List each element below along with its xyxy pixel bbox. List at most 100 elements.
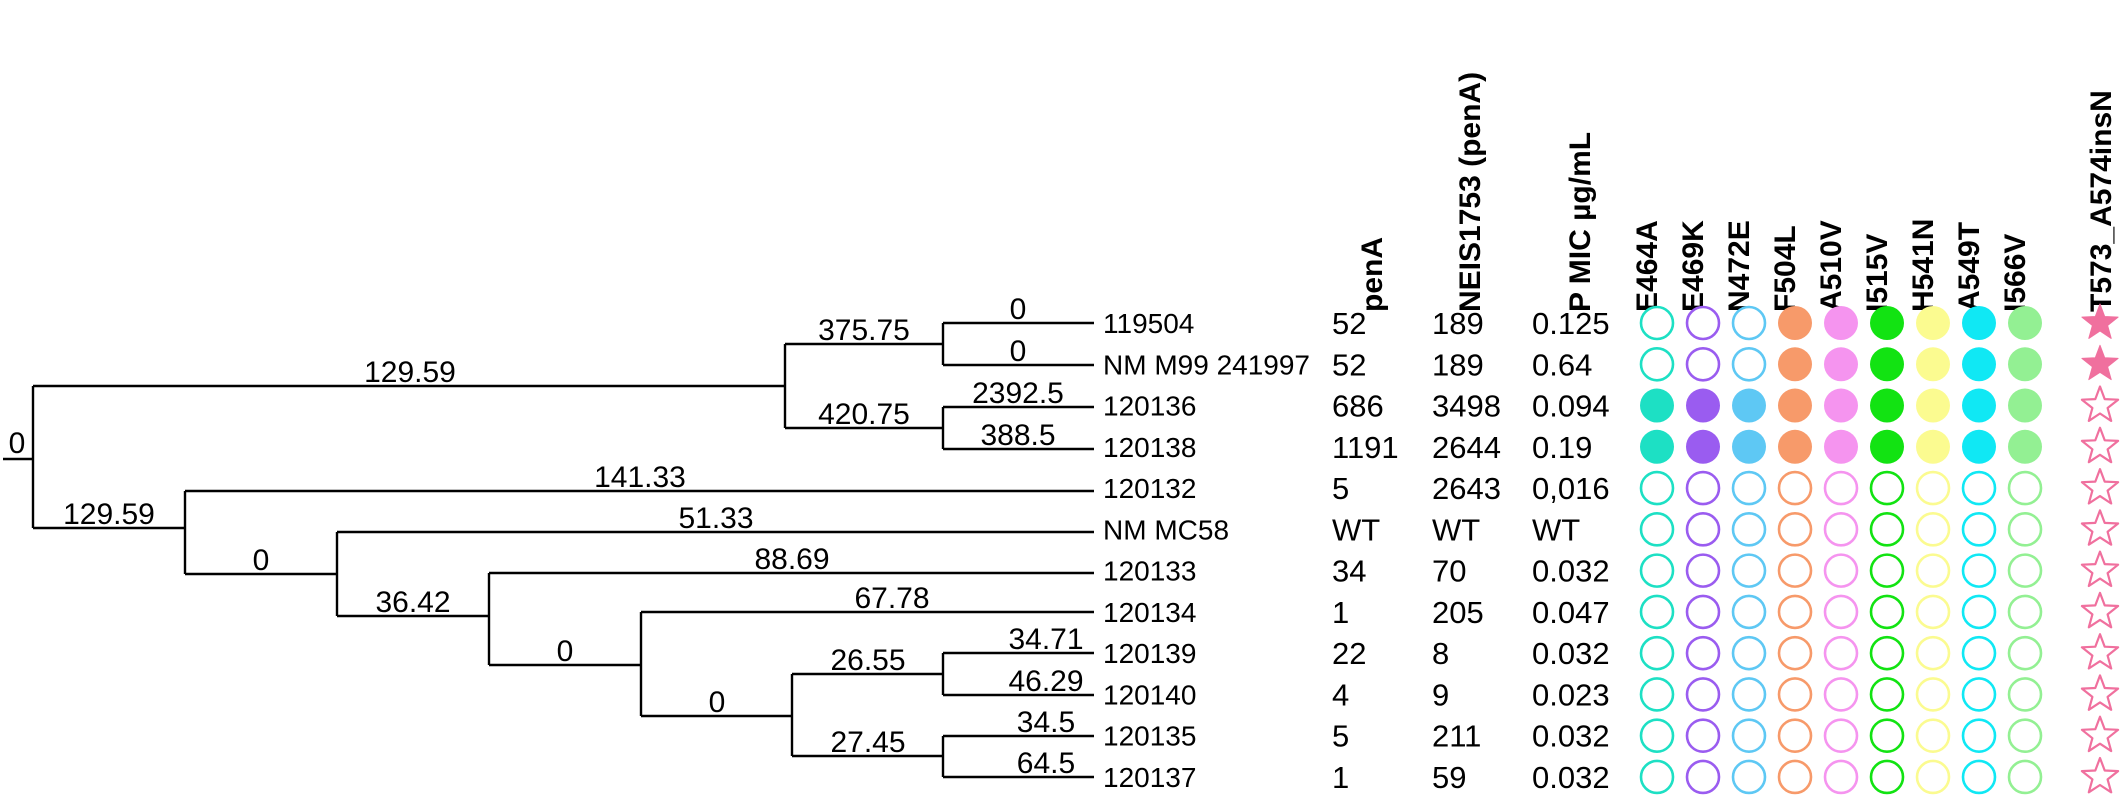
bl-120137: 64.5: [1017, 747, 1075, 780]
neis1753-value: 59: [1432, 760, 1466, 795]
mutation-absent-marker: [1915, 553, 1951, 588]
mutation-absent-marker: [1961, 718, 1997, 754]
mic-value: 0.094: [1532, 389, 1610, 424]
insertion-absent-star: [2080, 468, 2120, 505]
mic-value: 0.64: [1532, 347, 1592, 382]
mutation-present-marker: [1640, 388, 1674, 423]
isolate-row: NM M99 241997 52 189 0.64: [1103, 344, 2119, 382]
mutation-absent-marker: [1731, 553, 1767, 588]
mutation-present-marker: [1824, 347, 1858, 382]
mutation-absent-marker: [1639, 470, 1675, 506]
mutation-present-marker: [1870, 347, 1904, 382]
bl-120133: 88.69: [754, 543, 829, 576]
bl-e1: 0: [253, 544, 270, 577]
mutation-absent-marker: [1869, 512, 1905, 547]
pena-value: 1191: [1332, 430, 1399, 465]
mutation-absent-marker: [1915, 677, 1951, 712]
mutation-absent-marker: [1685, 512, 1721, 547]
mutation-absent-marker: [1639, 635, 1675, 671]
mutation-present-marker: [1824, 388, 1858, 423]
mutation-absent-marker: [1777, 635, 1813, 671]
tip-label: 120133: [1103, 556, 1196, 587]
mic-value: 0.032: [1532, 760, 1610, 795]
mutation-absent-marker: [1823, 470, 1859, 506]
mutation-absent-marker: [1961, 553, 1997, 588]
mutation-absent-marker: [2007, 718, 2043, 754]
root-label: 0: [9, 427, 26, 460]
insertion-absent-star: [2080, 674, 2120, 711]
mutation-absent-marker: [1869, 718, 1905, 754]
header-f504l: F504L: [1769, 225, 1802, 312]
mic-value: 0.032: [1532, 719, 1610, 754]
mutation-absent-marker: [1915, 594, 1951, 630]
mutation-present-marker: [1732, 429, 1766, 464]
header-p-mic: P MIC µg/mL: [1564, 132, 1597, 312]
mutation-present-marker: [1870, 306, 1904, 340]
bl-m99: 0: [1010, 335, 1027, 368]
mutation-present-marker: [1916, 429, 1950, 464]
neis1753-value: 189: [1432, 347, 1484, 382]
mutation-absent-marker: [1685, 346, 1721, 382]
mic-value: 0.125: [1532, 306, 1610, 341]
bl-120135: 34.5: [1017, 706, 1075, 739]
pena-value: 52: [1332, 306, 1366, 341]
tip-label: 120136: [1103, 391, 1196, 422]
mutation-absent-marker: [1823, 759, 1859, 795]
neis1753-value: 2643: [1432, 471, 1501, 506]
mutation-present-marker: [1686, 388, 1720, 423]
mutation-absent-marker: [1915, 759, 1951, 795]
mutation-present-marker: [1916, 388, 1950, 423]
isolate-row: 120137 1 59 0.032: [1103, 756, 2120, 795]
isolate-row: 120134 1 205 0.047: [1103, 591, 2120, 630]
neis1753-value: 9: [1432, 677, 1449, 712]
mutation-absent-marker: [1777, 594, 1813, 630]
mutation-absent-marker: [2007, 470, 2043, 506]
neis1753-value: 2644: [1432, 430, 1501, 465]
mutation-present-marker: [1778, 388, 1812, 423]
mutation-present-marker: [1778, 347, 1812, 382]
mutation-absent-marker: [1823, 553, 1859, 588]
mutation-present-marker: [1778, 429, 1812, 464]
insertion-present-star: [2081, 303, 2119, 339]
mutation-present-marker: [1962, 347, 1996, 382]
mic-value: WT: [1532, 512, 1580, 547]
header-n472e: N472E: [1723, 220, 1756, 312]
bl-root-upper: 129.59: [364, 356, 456, 389]
mutation-absent-marker: [1685, 677, 1721, 712]
isolate-row: 120140 4 9 0.023: [1103, 674, 2120, 712]
mutation-present-marker: [1778, 306, 1812, 340]
neis1753-value: 3498: [1432, 389, 1501, 424]
mutation-absent-marker: [1639, 594, 1675, 630]
header-a549t: A549T: [1953, 222, 1986, 312]
bl-e3: 0: [557, 635, 574, 668]
bl-e6: 27.45: [830, 726, 905, 759]
mutation-absent-marker: [1777, 512, 1813, 547]
pena-value: 22: [1332, 636, 1366, 671]
mutation-present-marker: [2008, 429, 2042, 464]
mutation-absent-marker: [1823, 677, 1859, 712]
insertion-absent-star: [2080, 509, 2120, 546]
isolate-row: 120132 5 2643 0,016: [1103, 468, 2120, 506]
bl-120138: 388.5: [980, 419, 1055, 452]
isolate-row: NM MC58 WT WT WT: [1103, 509, 2120, 547]
isolate-row: 120135 5 211 0.032: [1103, 715, 2120, 754]
neis1753-value: 189: [1432, 306, 1484, 341]
pena-value: 34: [1332, 554, 1366, 589]
mutation-absent-marker: [2007, 677, 2043, 712]
neis1753-value: WT: [1432, 512, 1480, 547]
mutation-absent-marker: [2007, 635, 2043, 671]
mutation-absent-marker: [1869, 759, 1905, 795]
mutation-absent-marker: [2007, 759, 2043, 795]
tip-label: 120140: [1103, 679, 1196, 710]
mutation-present-marker: [1640, 429, 1674, 464]
mic-value: 0,016: [1532, 471, 1610, 506]
header-e469k: E469K: [1677, 220, 1710, 312]
mutation-absent-marker: [1915, 635, 1951, 671]
mutation-absent-marker: [1961, 470, 1997, 506]
pena-value: 1: [1332, 760, 1349, 795]
bl-120139: 34.71: [1008, 623, 1083, 656]
isolate-row: 120133 34 70 0.032: [1103, 550, 2120, 589]
header-a510v: A510V: [1815, 220, 1848, 312]
bl-119504: 0: [1010, 293, 1027, 326]
